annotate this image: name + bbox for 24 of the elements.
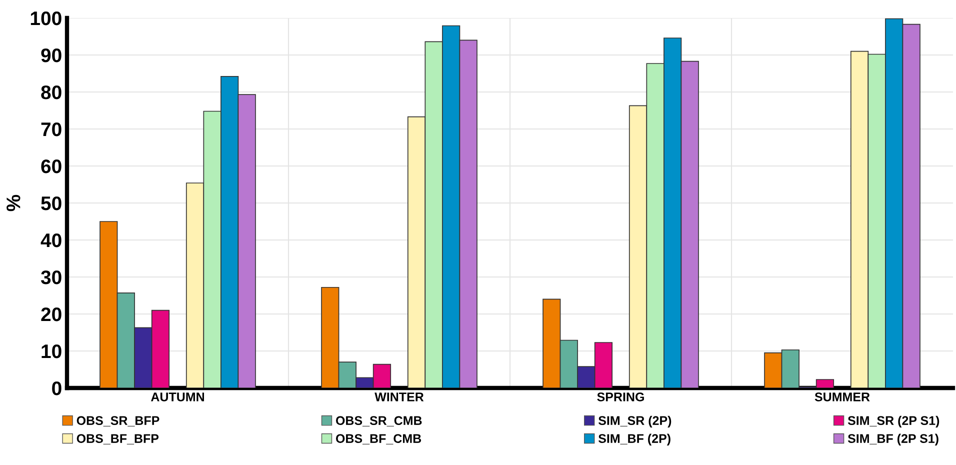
legend-label: SIM_SR (2P S1) (848, 416, 940, 428)
legend-label: SIM_BF (2P) (598, 434, 670, 446)
y-tick-label: 50 (41, 196, 62, 210)
y-tick-label: 70 (41, 122, 62, 136)
legend-label: OBS_SR_BFP (76, 416, 160, 426)
y-tick-label: 0 (52, 381, 62, 396)
y-axis-title: % (6, 194, 20, 212)
x-tick-label: AUTUMN (150, 392, 204, 402)
legend-label: OBS_SR_CMB (336, 416, 422, 426)
y-tick-label: 30 (40, 270, 62, 284)
y-tick-label: 10 (42, 344, 62, 358)
x-tick-label: SUMMER (814, 392, 870, 402)
y-tick-label: 100 (30, 11, 62, 26)
y-tick-label: 60 (41, 159, 62, 174)
legend-label: SIM_BF (2P S1) (848, 434, 938, 446)
x-tick-label: SPRING (597, 392, 644, 402)
x-tick-label: WINTER (374, 392, 424, 402)
legend-label: OBS_BF_CMB (336, 434, 422, 444)
legend-label: OBS_BF_BFP (76, 434, 159, 444)
y-tick-label: 20 (41, 307, 62, 322)
y-tick-label: 40 (40, 233, 62, 248)
y-tick-label: 80 (41, 85, 62, 100)
y-tick-label: 90 (41, 48, 62, 62)
legend-label: SIM_SR (2P) (598, 416, 672, 428)
